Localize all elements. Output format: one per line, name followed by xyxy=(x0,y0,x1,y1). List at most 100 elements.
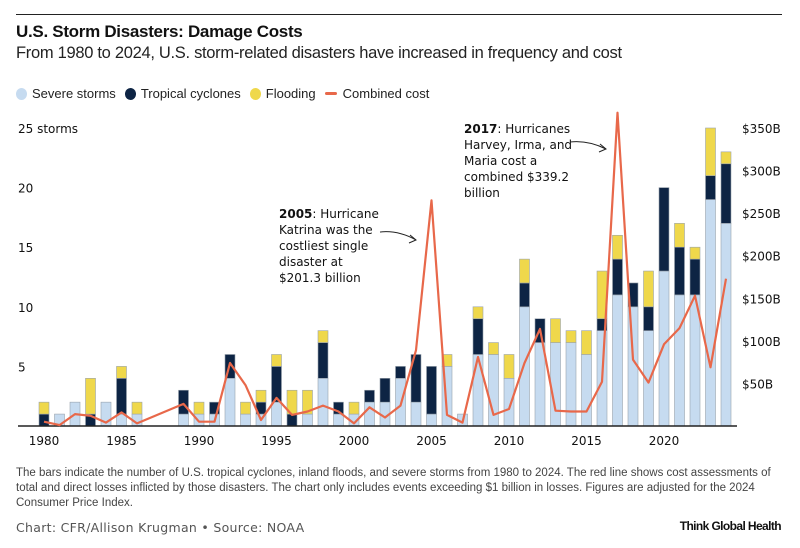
footnote: The bars indicate the number of U.S. tro… xyxy=(16,467,771,509)
annotation-2017: 2017: Hurricanes Harvey, Irma, and Maria c… xyxy=(464,122,572,200)
x-tick-label: 2015 xyxy=(571,434,602,448)
annotations-layer: 2005: Hurricane Katrina was the costliest … xyxy=(279,122,607,285)
x-tick-label: 1980 xyxy=(29,434,60,448)
bar-flooding-2017 xyxy=(612,234,623,260)
y-right-tick-label: $350B xyxy=(742,122,781,136)
bar-tropical-cyclones-2003 xyxy=(395,366,406,379)
x-tick-label: 1990 xyxy=(184,434,215,448)
bar-flooding-1994 xyxy=(255,389,267,403)
bar-flooding-1980 xyxy=(38,401,50,415)
bar-tropical-cyclones-2019 xyxy=(643,306,654,331)
combined-cost-line xyxy=(43,111,728,427)
bar-tropical-cyclones-2017 xyxy=(612,258,623,296)
annotation-arrow-2017 xyxy=(569,141,607,150)
bar-severe-storms-2008 xyxy=(472,354,484,427)
combined-cost-line-icon xyxy=(324,92,337,95)
annotation-arrowhead-2005 xyxy=(408,234,417,244)
bar-severe-storms-1999 xyxy=(333,413,344,427)
annotation-2005: 2005: Hurricane Katrina was the costliest … xyxy=(279,207,379,285)
bar-flooding-1983 xyxy=(85,378,96,415)
bar-tropical-cyclones-2011 xyxy=(519,282,530,308)
bar-flooding-1995 xyxy=(271,354,282,367)
bar-tropical-cyclones-1991 xyxy=(209,401,220,415)
chart-plot: 1980 1985 1990 1995 2000 2005 2010 2015 2020 510… xyxy=(18,111,781,448)
annotation-line: $201.3 billion xyxy=(279,271,361,285)
y-left-tick-label: 5 xyxy=(18,360,26,374)
bar-severe-storms-2024 xyxy=(720,223,732,427)
bar-flooding-1998 xyxy=(317,330,329,343)
annotation-year: 2017 xyxy=(464,122,497,136)
y-right-tick-label: $150B xyxy=(742,292,781,306)
bar-severe-storms-2005 xyxy=(426,413,437,427)
y-left-tick-label: 20 xyxy=(18,182,33,196)
annotation-line: : Hurricanes xyxy=(497,122,570,136)
bar-tropical-cyclones-1999 xyxy=(333,401,344,415)
y-right-tick-label: $50B xyxy=(742,377,773,391)
legend-label: Severe storms xyxy=(32,86,116,101)
annotation-line: combined $339.2 xyxy=(464,170,569,184)
y-right-tick-label: $300B xyxy=(742,165,781,179)
legend-item-combined-cost: Combined cost xyxy=(324,86,429,101)
bar-tropical-cyclones-2024 xyxy=(720,163,732,224)
bar-severe-storms-2014 xyxy=(565,342,577,427)
x-tick-label: 2000 xyxy=(339,434,370,448)
bar-flooding-2023 xyxy=(705,127,716,176)
annotation-line: Maria cost a xyxy=(464,154,537,168)
bar-flooding-2008 xyxy=(472,306,484,320)
bar-flooding-1990 xyxy=(193,401,205,415)
y-right-tick-label: $100B xyxy=(742,335,781,349)
chart-subtitle: From 1980 to 2024, U.S. storm-related di… xyxy=(16,44,622,62)
bar-severe-storms-2013 xyxy=(550,342,561,427)
annotation-line: Katrina was the xyxy=(279,223,373,237)
bar-tropical-cyclones-2004 xyxy=(410,354,422,403)
annotation-line: Harvey, Irma, and xyxy=(464,138,572,152)
bar-severe-storms-2004 xyxy=(410,401,422,427)
bar-flooding-1986 xyxy=(131,401,143,415)
bar-flooding-2014 xyxy=(565,330,577,343)
flooding-swatch-icon xyxy=(249,87,261,100)
legend-label: Flooding xyxy=(265,86,316,101)
brand-logo: Think Global Health xyxy=(679,519,782,533)
bar-severe-storms-2017 xyxy=(612,294,623,427)
bar-severe-storms-2001 xyxy=(364,401,375,427)
bar-tropical-cyclones-2022 xyxy=(689,258,701,296)
x-tick-label: 1995 xyxy=(261,434,292,448)
annotation-arrowhead-2017 xyxy=(598,143,607,153)
bar-tropical-cyclones-1998 xyxy=(317,342,329,379)
bar-severe-storms-1992 xyxy=(224,378,236,427)
bar-flooding-2024 xyxy=(720,151,732,165)
bar-tropical-cyclones-1985 xyxy=(116,378,127,415)
bar-tropical-cyclones-2021 xyxy=(674,246,685,296)
bar-severe-storms-2010 xyxy=(503,378,515,427)
annotation-line: : Hurricane xyxy=(312,207,378,221)
bar-flooding-2021 xyxy=(674,223,685,248)
tropical-cyclones-swatch-icon xyxy=(124,87,136,100)
legend-item-tropical-cyclones: Tropical cyclones xyxy=(124,86,241,101)
y-left-tick-label: 15 xyxy=(18,241,33,255)
bar-flooding-2013 xyxy=(550,318,561,343)
bar-severe-storms-1998 xyxy=(317,378,329,427)
bar-flooding-2022 xyxy=(689,246,701,260)
x-tick-label: 2020 xyxy=(649,434,680,448)
bar-flooding-1997 xyxy=(302,389,313,415)
bar-severe-storms-2021 xyxy=(674,294,685,427)
x-tick-label: 2010 xyxy=(494,434,525,448)
bar-severe-storms-1997 xyxy=(302,413,313,427)
bar-flooding-2000 xyxy=(348,401,360,415)
source-credit: Chart: CFR/Allison Krugman • Source: NOA… xyxy=(16,520,305,535)
bar-tropical-cyclones-2008 xyxy=(472,318,484,355)
bar-flooding-1985 xyxy=(116,366,127,379)
legend-label: Tropical cyclones xyxy=(140,86,241,101)
bar-tropical-cyclones-2020 xyxy=(658,187,670,272)
bar-severe-storms-1989 xyxy=(178,413,189,427)
y-left-tick-label: 25 storms xyxy=(18,122,78,136)
legend-item-severe-storms: Severe storms xyxy=(16,86,116,101)
bar-tropical-cyclones-2002 xyxy=(379,378,391,403)
bar-tropical-cyclones-1995 xyxy=(271,366,282,403)
y-axis-left-ticks: 5 10 15 20 25 storms xyxy=(18,122,78,374)
bar-severe-storms-2020 xyxy=(658,270,670,427)
bar-tropical-cyclones-2001 xyxy=(364,389,375,403)
severe-storms-swatch-icon xyxy=(16,87,27,100)
annotation-line: disaster at xyxy=(279,255,343,269)
annotation-year: 2005 xyxy=(279,207,312,221)
